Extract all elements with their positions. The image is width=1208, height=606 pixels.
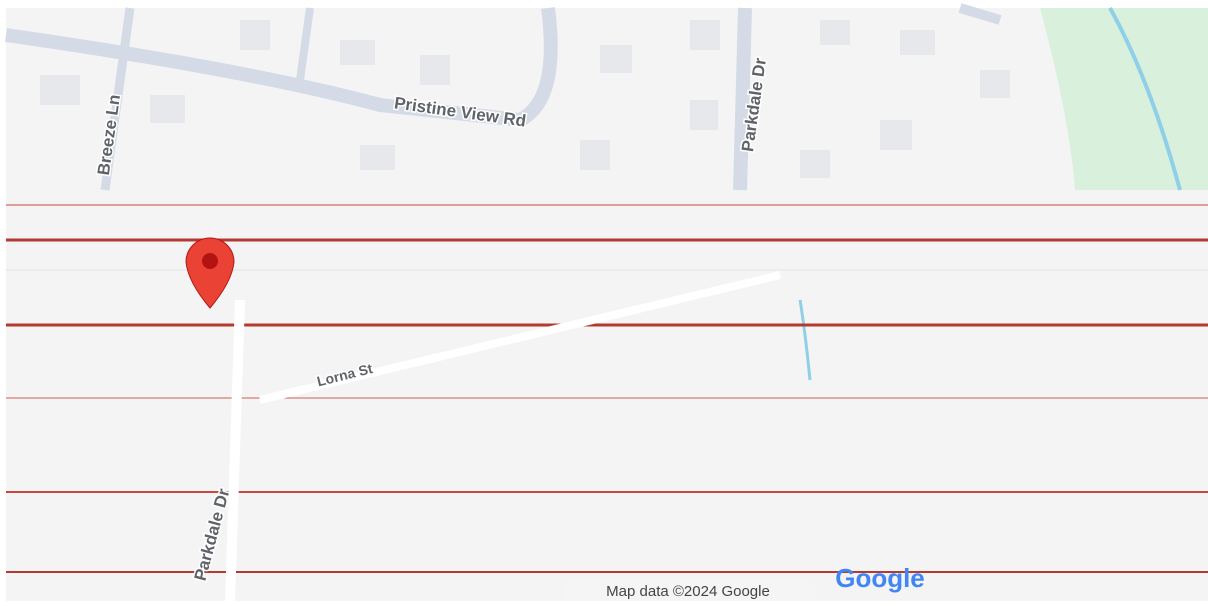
map: Pristine View Rd Breeze Ln Parkdale Dr P… (0, 0, 1208, 601)
google-logo[interactable]: Google (835, 563, 925, 593)
map-background (6, 8, 1208, 601)
attribution[interactable]: Map data ©2024 Google (606, 583, 770, 600)
